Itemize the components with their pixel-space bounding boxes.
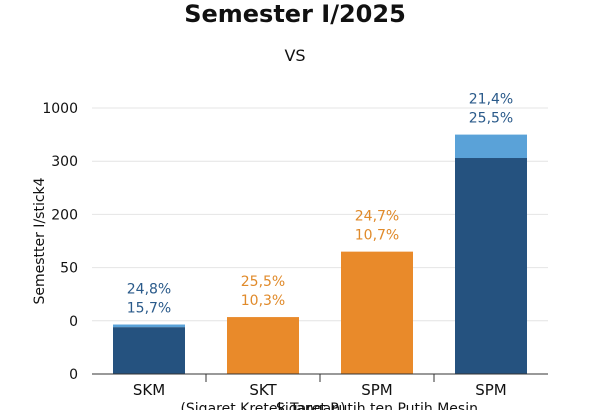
bar	[341, 251, 413, 374]
x-tick-label: SPM	[475, 381, 507, 399]
chart-subtitle: VS	[284, 46, 306, 65]
y-tick-label: 300	[51, 154, 78, 170]
data-label: 24,8%	[127, 282, 171, 298]
y-axis-label: Semestter I/stick4	[32, 177, 48, 304]
x-tick-label: SKM	[133, 381, 165, 399]
x-tick-label: SPM	[361, 381, 393, 399]
bar-segment-light	[113, 324, 185, 328]
data-label: 25,5%	[469, 111, 513, 127]
data-label: 25,5%	[241, 274, 285, 290]
data-label: 10,3%	[241, 293, 285, 309]
bars-layer	[113, 134, 527, 374]
labels-layer: 24,8% 15,7% 25,5% 10,3% 24,7% 10,7% 21,4% 25,5%	[127, 92, 513, 317]
data-label: 15,7%	[127, 301, 171, 317]
x-tick-sublabel: (Sigaret Kretek Tangan)	[180, 401, 345, 410]
x-tick-sublabel: Sigaret Putih ten Putih Mesin	[276, 401, 478, 410]
data-label: 24,7%	[355, 209, 399, 225]
y-tick-label: 0	[69, 367, 78, 383]
y-tick-label: 1000	[42, 101, 78, 117]
chart-title: Semester I/2025	[184, 0, 406, 28]
data-label: 10,7%	[355, 228, 399, 244]
axis-layer: 1000 300 200 50 0 0 Semestter I/stick4 SKM SKT (S…	[32, 101, 548, 410]
bar-segment-dark	[455, 158, 527, 374]
y-tick-label: 200	[51, 207, 78, 223]
data-label: 21,4%	[469, 92, 513, 108]
x-tick-label: SKT	[249, 381, 277, 399]
bar-segment-light	[455, 134, 527, 159]
y-tick-label: 50	[60, 261, 78, 277]
bar-segment-dark	[113, 327, 185, 374]
bar	[227, 317, 299, 374]
y-tick-label: 0	[69, 314, 78, 330]
